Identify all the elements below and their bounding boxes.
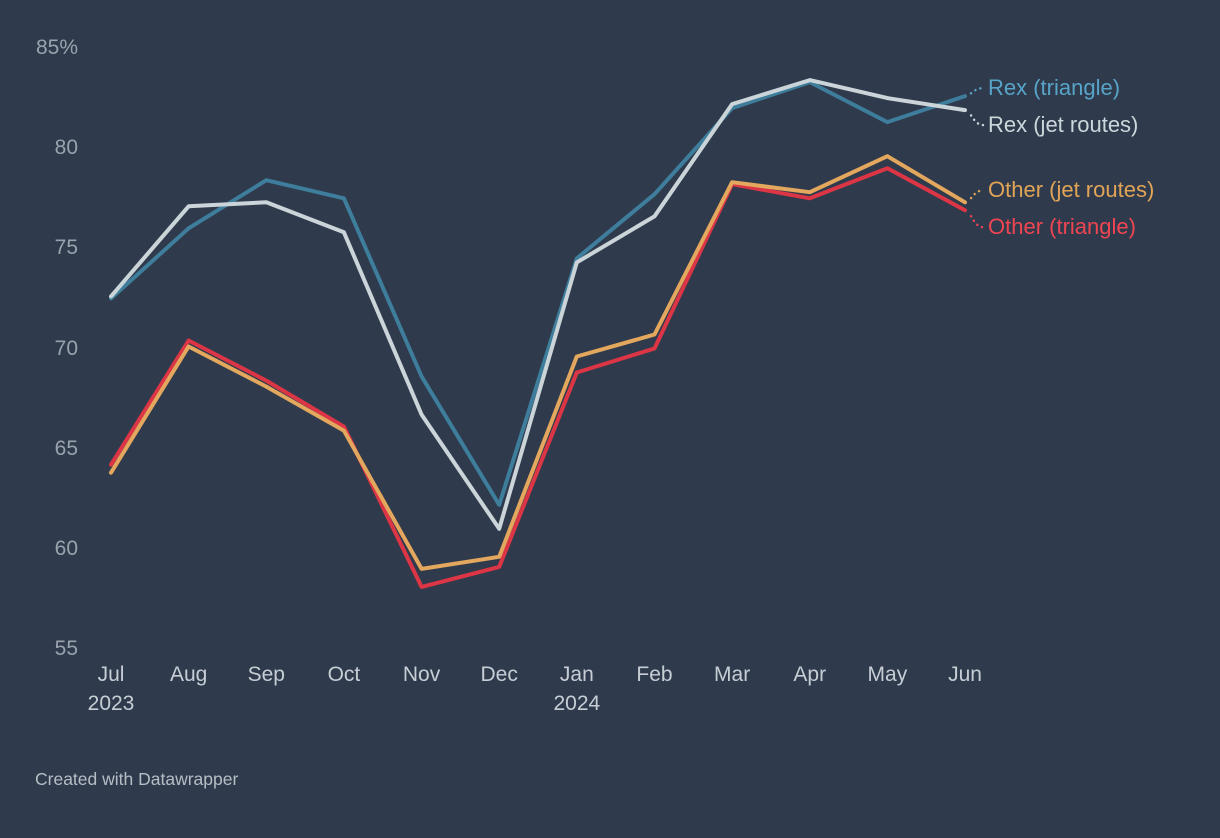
x-axis-tick-label: Oct (296, 663, 392, 687)
legend-leader-line (969, 189, 985, 200)
month-label: May (867, 663, 908, 686)
series-line-other-triangle (109, 166, 967, 589)
y-axis-tick-label: 80 (54, 136, 78, 160)
x-axis-tick-label: Dec (451, 663, 547, 687)
series-line-other-jet-routes (109, 154, 967, 571)
x-axis-tick-label: Feb (606, 663, 702, 687)
y-axis-tick-label: 55 (54, 637, 78, 660)
legend-leader-lines-group (969, 86, 985, 229)
x-axis-tick-label: Apr (762, 663, 858, 687)
y-axis-tick-label: 85% (35, 36, 78, 59)
year-label: 2024 (553, 692, 601, 715)
month-label: Jul (97, 663, 125, 686)
legend-label-rex-jet-routes: Rex (jet routes) (988, 112, 1139, 138)
series-lines-group (109, 78, 967, 589)
month-label: Feb (636, 663, 673, 686)
year-label: 2023 (87, 692, 135, 715)
legend-leader-line (969, 215, 985, 229)
y-axis-tick-label: 75 (54, 236, 78, 260)
x-axis-tick-label: Aug (141, 663, 237, 687)
x-axis-tick-label: Jun (917, 663, 1013, 687)
month-label: Oct (327, 663, 361, 686)
series-line-rex-triangle (109, 80, 967, 507)
x-axis-tick-label: May (839, 663, 935, 687)
month-label: Mar (714, 663, 751, 686)
month-label: Apr (793, 663, 827, 686)
month-label: Jun (948, 663, 982, 686)
legend-label-other-jet-routes: Other (jet routes) (988, 177, 1155, 203)
legend-leader-line (969, 114, 985, 127)
x-axis-tick-label: Nov (374, 663, 470, 687)
month-label: Dec (480, 663, 518, 686)
legend-leader-line (969, 86, 985, 95)
legend-label-other-triangle: Other (triangle) (988, 214, 1136, 240)
y-axis-tick-label: 65 (54, 436, 78, 460)
series-line-rex-jet-routes (109, 78, 967, 531)
legend-label-rex-triangle: Rex (triangle) (988, 75, 1121, 101)
datawrapper-attribution: Created with Datawrapper (35, 769, 239, 789)
x-axis-tick-label: Jul 2023 (63, 663, 159, 716)
y-axis-tick-label: 60 (54, 536, 78, 560)
month-label: Nov (402, 663, 441, 686)
x-axis-tick-label: Mar (684, 663, 780, 687)
month-label: Sep (247, 663, 285, 686)
x-axis-tick-label: Sep (218, 663, 314, 687)
x-axis-tick-label: Jan 2024 (529, 663, 625, 716)
y-axis-tick-label: 70 (54, 336, 78, 360)
month-label: Aug (169, 663, 208, 686)
month-label: Jan (559, 663, 594, 686)
